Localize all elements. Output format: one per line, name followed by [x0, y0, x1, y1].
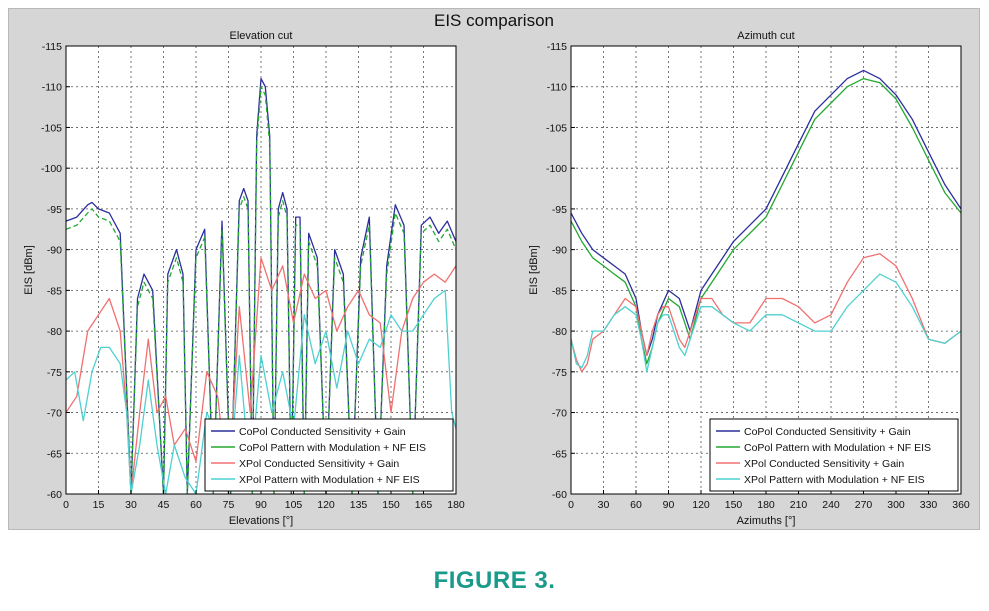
y-tick-label: -95	[47, 204, 62, 216]
y-tick-label: -110	[547, 82, 567, 94]
series-line-1	[571, 69, 961, 357]
azimuth-legend: CoPol Conducted Sensitivity + Gain CoPol …	[709, 418, 959, 492]
legend-label-3: XPol Conducted Sensitivity + Gain	[239, 458, 399, 470]
y-tick-label: -85	[552, 285, 567, 297]
y-tick-label: -80	[47, 326, 62, 338]
y-tick-label: -105	[41, 122, 62, 134]
y-tick-label: -70	[47, 408, 62, 420]
y-tick-label: -75	[47, 367, 62, 379]
x-tick-label: 105	[285, 499, 303, 511]
legend-label-4: XPol Pattern with Modulation + NF EIS	[239, 474, 420, 486]
azimuth-x-axis-label: Azimuths [°]	[737, 515, 796, 527]
figure-caption: FIGURE 3.	[433, 567, 556, 594]
y-tick-label: -65	[47, 448, 62, 460]
y-tick-label: -115	[547, 41, 567, 53]
x-tick-label: 210	[790, 499, 808, 511]
x-tick-label: 180	[447, 499, 465, 511]
y-tick-label: -100	[41, 163, 62, 175]
x-tick-label: 120	[692, 499, 710, 511]
elevation-legend: CoPol Conducted Sensitivity + Gain CoPol …	[204, 418, 454, 492]
x-tick-label: 90	[663, 499, 675, 511]
y-tick-label: -80	[552, 326, 567, 338]
legend-label-1: CoPol Conducted Sensitivity + Gain	[744, 426, 911, 438]
elevation-title: Elevation cut	[230, 30, 293, 42]
y-tick-label: -75	[552, 367, 567, 379]
x-tick-label: 60	[630, 499, 642, 511]
azimuth-chart: 0 30 60 90 120 150 180 210 240 270 300 330 360 -60 -65…	[528, 30, 970, 527]
y-tick-label: -100	[546, 163, 567, 175]
elevation-chart: 0 15 30 45 60 75 90 105 120 135 150 165 180 -60 -65 -70…	[23, 30, 465, 527]
x-tick-label: 330	[920, 499, 938, 511]
legend-label-4: XPol Pattern with Modulation + NF EIS	[744, 474, 925, 486]
x-tick-label: 60	[190, 499, 202, 511]
y-tick-label: -65	[552, 448, 567, 460]
y-tick-label: -85	[47, 285, 62, 297]
x-tick-label: 120	[317, 499, 335, 511]
elevation-x-axis-label: Elevations [°]	[229, 515, 293, 527]
legend-label-2: CoPol Pattern with Modulation + NF EIS	[239, 442, 426, 454]
x-tick-label: 240	[822, 499, 840, 511]
y-tick-label: -95	[552, 204, 567, 216]
series-line-2	[66, 86, 456, 494]
x-tick-label: 360	[952, 499, 970, 511]
legend-label-1: CoPol Conducted Sensitivity + Gain	[239, 426, 406, 438]
x-tick-label: 180	[757, 499, 775, 511]
y-tick-label: -90	[47, 245, 62, 257]
x-tick-label: 30	[598, 499, 610, 511]
azimuth-title: Azimuth cut	[737, 30, 794, 42]
y-tick-label: -115	[42, 41, 62, 53]
figure-title: EIS comparison	[434, 11, 554, 30]
x-tick-label: 135	[350, 499, 368, 511]
legend-label-3: XPol Conducted Sensitivity + Gain	[744, 458, 904, 470]
y-tick-label: -70	[552, 408, 567, 420]
x-tick-label: 270	[855, 499, 873, 511]
azimuth-series-group	[571, 69, 961, 373]
y-tick-label: -105	[546, 122, 567, 134]
x-tick-label: 45	[158, 499, 170, 511]
series-line-4	[571, 273, 961, 373]
x-tick-label: 150	[725, 499, 743, 511]
x-tick-label: 75	[223, 499, 235, 511]
legend-box	[709, 418, 959, 492]
x-tick-label: 165	[415, 499, 433, 511]
legend-box	[204, 418, 454, 492]
series-line-1	[66, 77, 456, 494]
y-tick-label: -110	[42, 82, 62, 94]
y-tick-label: -90	[552, 245, 567, 257]
y-tick-label: -60	[552, 489, 567, 501]
x-tick-label: 150	[382, 499, 400, 511]
series-line-2	[571, 77, 961, 365]
elevation-y-axis-label: EIS [dBm]	[23, 245, 35, 295]
x-tick-label: 0	[63, 499, 69, 511]
x-tick-label: 15	[93, 499, 105, 511]
legend-label-2: CoPol Pattern with Modulation + NF EIS	[744, 442, 931, 454]
x-tick-label: 0	[568, 499, 574, 511]
y-tick-label: -60	[47, 489, 62, 501]
x-tick-label: 300	[887, 499, 905, 511]
x-tick-label: 30	[125, 499, 137, 511]
x-tick-label: 90	[255, 499, 267, 511]
azimuth-y-axis-label: EIS [dBm]	[528, 245, 540, 295]
